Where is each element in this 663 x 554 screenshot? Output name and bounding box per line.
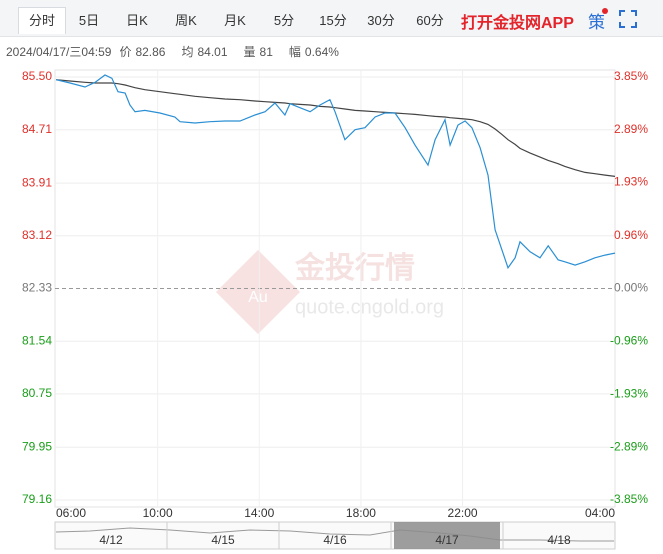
y2-tick-label: 0.00% bbox=[614, 281, 648, 295]
info-label: 幅 bbox=[288, 45, 301, 59]
info-item: 价 82.86 bbox=[119, 45, 173, 59]
info-value: 82.86 bbox=[135, 45, 166, 59]
notice-dot bbox=[602, 8, 608, 14]
watermark-url: quote.cngold.org bbox=[295, 296, 444, 318]
fullscreen-icon[interactable] bbox=[619, 10, 637, 28]
navigator-label: 4/16 bbox=[323, 533, 347, 547]
x-tick-label: 04:00 bbox=[585, 506, 615, 520]
y-tick-label: 80.75 bbox=[22, 386, 52, 400]
watermark-title: 金投行情 bbox=[294, 251, 415, 285]
navigator-line bbox=[55, 527, 614, 542]
y2-tick-label: -0.96% bbox=[610, 333, 648, 347]
tab[interactable]: 分时 bbox=[18, 7, 66, 34]
tab-bar: 分时 5日 日K 周K 月K 5分 15分 30分 60分 bbox=[0, 0, 663, 37]
y-tick-label: 83.12 bbox=[22, 228, 52, 242]
y-tick-label: 79.16 bbox=[22, 492, 52, 506]
x-tick-label: 06:00 bbox=[56, 506, 86, 520]
app-link[interactable]: 打开金投网APP bbox=[461, 15, 574, 32]
y2-tick-label: -1.93% bbox=[610, 387, 648, 401]
tab[interactable]: 60分 bbox=[416, 13, 444, 28]
y2-tick-label: 3.85% bbox=[614, 69, 648, 83]
x-tick-label: 10:00 bbox=[143, 506, 173, 520]
tab[interactable]: 月K bbox=[224, 13, 246, 28]
info-value: 81 bbox=[259, 45, 273, 59]
info-label: 均 bbox=[181, 45, 194, 59]
x-tick-label: 14:00 bbox=[244, 506, 274, 520]
tab[interactable]: 5日 bbox=[78, 13, 100, 28]
info-label: 价 bbox=[119, 45, 132, 59]
tab[interactable]: 30分 bbox=[367, 13, 395, 28]
y-tick-label: 84.71 bbox=[22, 122, 52, 136]
tab[interactable]: 5分 bbox=[273, 13, 295, 28]
y-tick-label: 85.50 bbox=[22, 69, 52, 83]
tab[interactable]: 15分 bbox=[319, 13, 347, 28]
y-tick-label: 82.33 bbox=[22, 281, 52, 295]
watermark-logo-text: Au bbox=[248, 289, 268, 306]
navigator[interactable] bbox=[54, 521, 616, 550]
watermark: Au 金投行情 quote.cngold.org bbox=[216, 250, 444, 334]
info-line: 2024/04/17/三04:59 价 82.86 均 84.01 量 81 幅 0.64% bbox=[6, 43, 355, 60]
tab[interactable]: 日K bbox=[126, 13, 148, 28]
navigator-selection bbox=[394, 522, 500, 549]
info-value: 0.64% bbox=[304, 45, 339, 59]
y2-tick-label: 0.96% bbox=[614, 228, 648, 242]
info-value: 84.01 bbox=[197, 45, 228, 59]
y2-tick-label: -3.85% bbox=[610, 492, 648, 506]
average-line bbox=[55, 79, 616, 177]
navigator-label: 4/18 bbox=[547, 533, 571, 547]
y2-tick-label: 1.93% bbox=[614, 175, 648, 189]
grid bbox=[55, 70, 615, 507]
y-tick-label: 81.54 bbox=[22, 333, 52, 347]
y-tick-label: 79.95 bbox=[22, 439, 52, 453]
info-label: 量 bbox=[243, 45, 256, 59]
info-item: 量 81 bbox=[244, 45, 281, 59]
navigator-label: 4/15 bbox=[211, 533, 235, 547]
strategy-button[interactable]: 策 bbox=[588, 13, 605, 32]
info-item: 均 84.01 bbox=[181, 45, 235, 59]
y-tick-label: 83.91 bbox=[22, 175, 52, 189]
navigator-label: 4/17 bbox=[435, 533, 459, 547]
navigator-label: 4/12 bbox=[99, 533, 123, 547]
tab[interactable]: 周K bbox=[175, 13, 197, 28]
x-tick-label: 22:00 bbox=[448, 506, 478, 520]
y2-tick-label: 2.89% bbox=[614, 122, 648, 136]
info-datetime: 2024/04/17/三04:59 bbox=[6, 45, 112, 59]
price-line bbox=[55, 74, 616, 270]
x-tick-label: 18:00 bbox=[346, 506, 376, 520]
y2-tick-label: -2.89% bbox=[610, 439, 648, 453]
info-item: 幅 0.64% bbox=[289, 45, 347, 59]
watermark-logo bbox=[216, 250, 300, 334]
